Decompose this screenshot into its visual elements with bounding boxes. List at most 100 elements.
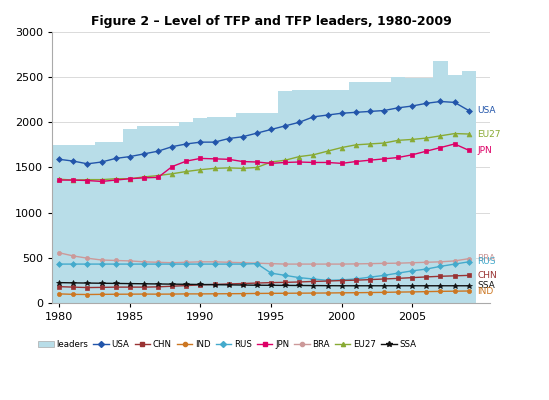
CHN	[98, 285, 105, 290]
Bar	[137, 126, 151, 303]
JPN	[395, 155, 401, 160]
EU27	[310, 152, 317, 157]
RUS	[197, 262, 204, 266]
EU27	[380, 141, 387, 146]
CHN	[197, 282, 204, 287]
JPN	[268, 161, 274, 166]
EU27	[395, 138, 401, 143]
CHN	[84, 285, 91, 290]
SSA	[113, 281, 119, 286]
BRA	[380, 261, 387, 266]
CHN	[239, 281, 246, 286]
Text: SSA: SSA	[477, 281, 495, 290]
EU27	[84, 177, 91, 182]
CHN	[367, 277, 373, 282]
CHN	[183, 283, 189, 288]
IND	[352, 290, 359, 295]
Bar	[66, 145, 80, 303]
USA	[126, 154, 133, 159]
Text: CHN: CHN	[477, 271, 497, 280]
IND	[254, 291, 260, 296]
USA	[409, 104, 416, 108]
EU27	[338, 145, 345, 150]
RUS	[352, 276, 359, 281]
CHN	[126, 285, 133, 290]
CHN	[268, 280, 274, 285]
EU27	[423, 136, 430, 140]
CHN	[254, 281, 260, 286]
JPN	[423, 149, 430, 154]
EU27	[113, 176, 119, 181]
SSA	[423, 283, 430, 288]
JPN	[437, 145, 444, 150]
Bar	[94, 142, 109, 303]
EU27	[56, 177, 63, 182]
CHN	[423, 274, 430, 279]
IND	[282, 291, 288, 296]
CHN	[155, 284, 161, 289]
IND	[437, 289, 444, 294]
USA	[367, 109, 373, 114]
RUS	[437, 264, 444, 269]
SSA	[226, 282, 232, 287]
CHN	[338, 278, 345, 283]
SSA	[437, 283, 444, 288]
EU27	[169, 171, 176, 176]
JPN	[352, 159, 359, 164]
SSA	[466, 283, 472, 288]
RUS	[380, 273, 387, 278]
JPN	[98, 179, 105, 184]
CHN	[296, 280, 302, 284]
SSA	[98, 281, 105, 286]
JPN	[183, 159, 189, 164]
CHN	[380, 276, 387, 281]
SSA	[338, 283, 345, 288]
CHN	[451, 274, 458, 278]
USA	[254, 131, 260, 136]
SSA	[155, 282, 161, 286]
Bar	[264, 113, 278, 303]
EU27	[126, 176, 133, 181]
RUS	[367, 275, 373, 280]
IND	[70, 292, 77, 297]
SSA	[296, 283, 302, 288]
Bar	[208, 117, 222, 303]
USA	[141, 152, 147, 156]
EU27	[197, 167, 204, 172]
Line: BRA: BRA	[57, 251, 471, 266]
JPN	[211, 156, 218, 161]
EU27	[141, 174, 147, 179]
BRA	[141, 260, 147, 264]
Bar	[165, 126, 179, 303]
RUS	[395, 271, 401, 276]
CHN	[113, 285, 119, 290]
JPN	[70, 178, 77, 182]
USA	[282, 124, 288, 128]
EU27	[70, 178, 77, 182]
BRA	[268, 261, 274, 266]
EU27	[98, 177, 105, 182]
CHN	[437, 274, 444, 279]
JPN	[254, 160, 260, 164]
JPN	[113, 178, 119, 182]
RUS	[296, 275, 302, 280]
USA	[197, 140, 204, 144]
USA	[338, 111, 345, 116]
CHN	[466, 273, 472, 278]
CHN	[169, 284, 176, 289]
RUS	[409, 268, 416, 273]
BRA	[155, 260, 161, 265]
CHN	[226, 282, 232, 286]
BRA	[84, 256, 91, 261]
USA	[423, 101, 430, 106]
Title: Figure 2 – Level of TFP and TFP leaders, 1980-2009: Figure 2 – Level of TFP and TFP leaders,…	[91, 15, 451, 28]
Bar	[109, 142, 123, 303]
Bar	[222, 117, 236, 303]
SSA	[141, 281, 147, 286]
RUS	[466, 260, 472, 264]
IND	[56, 292, 63, 296]
RUS	[310, 276, 317, 281]
Line: JPN: JPN	[57, 142, 471, 184]
Bar	[80, 145, 94, 303]
JPN	[466, 148, 472, 153]
